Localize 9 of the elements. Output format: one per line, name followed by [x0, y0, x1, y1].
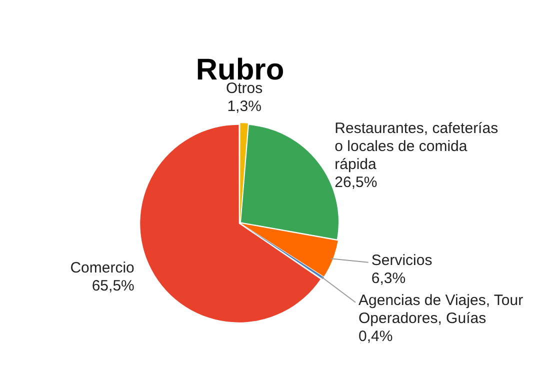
data-label: 0,4% — [358, 328, 393, 346]
data-label: 6,3% — [371, 270, 406, 288]
slice-label: Servicios — [371, 252, 432, 270]
slice-label: Agencias de Viajes, Tour Operadores, Guías — [358, 292, 524, 328]
data-label: 1,3% — [227, 98, 262, 116]
slice-label: Comercio — [70, 260, 134, 277]
slice-label: Restaurantes, cafeterías o locales de comida rápida — [334, 120, 498, 174]
data-label: 65,5% — [92, 278, 134, 295]
data-label: 26,5% — [334, 174, 378, 192]
